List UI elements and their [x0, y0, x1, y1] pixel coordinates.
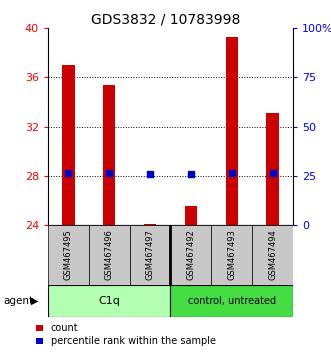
Bar: [266, 113, 279, 225]
Text: control, untreated: control, untreated: [188, 296, 276, 306]
Text: GSM467495: GSM467495: [64, 229, 73, 280]
Bar: [103, 85, 115, 225]
Bar: [170, 285, 293, 317]
Text: GSM467492: GSM467492: [186, 229, 195, 280]
Bar: [48, 225, 89, 285]
Bar: [170, 225, 211, 285]
Text: GSM467497: GSM467497: [146, 229, 155, 280]
Bar: [62, 65, 74, 225]
Bar: [185, 206, 197, 225]
Text: GSM467496: GSM467496: [105, 229, 114, 280]
Text: C1q: C1q: [98, 296, 120, 306]
Bar: [89, 225, 130, 285]
Bar: [252, 225, 293, 285]
Bar: [226, 37, 238, 225]
Legend: count, percentile rank within the sample: count, percentile rank within the sample: [36, 324, 216, 346]
Bar: [144, 224, 156, 225]
Text: GDS3832 / 10783998: GDS3832 / 10783998: [91, 12, 240, 27]
Bar: [48, 285, 170, 317]
Text: GSM467493: GSM467493: [227, 229, 236, 280]
Text: GSM467494: GSM467494: [268, 229, 277, 280]
Text: ▶: ▶: [31, 296, 39, 306]
Text: agent: agent: [3, 296, 33, 306]
Bar: [130, 225, 170, 285]
Bar: [211, 225, 252, 285]
